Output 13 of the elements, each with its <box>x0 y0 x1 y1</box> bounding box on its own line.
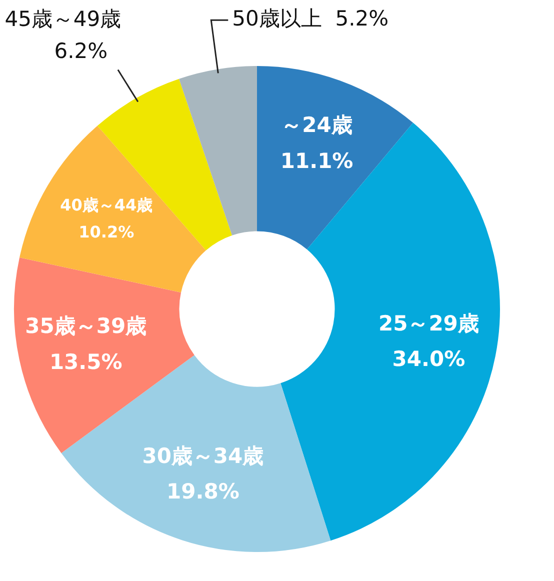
data-label: 6.2% <box>54 39 108 64</box>
slice-label: 35歳～39歳 <box>25 314 147 338</box>
slice-label: 40歳～44歳 <box>60 195 153 214</box>
data-label: 10.2% <box>78 222 134 242</box>
slice-label: 30歳～34歳 <box>142 444 264 468</box>
slice-label: 25～29歳 <box>378 311 479 336</box>
slice-label: 45歳～49歳 <box>4 7 122 32</box>
data-label: 11.1% <box>280 148 354 173</box>
data-label: 19.8% <box>166 480 240 504</box>
data-label: 13.5% <box>49 350 122 374</box>
data-label: 34.0% <box>392 347 466 372</box>
slice-label: 50歳以上 5.2% <box>232 6 389 31</box>
slice-label: ～24歳 <box>281 113 352 138</box>
